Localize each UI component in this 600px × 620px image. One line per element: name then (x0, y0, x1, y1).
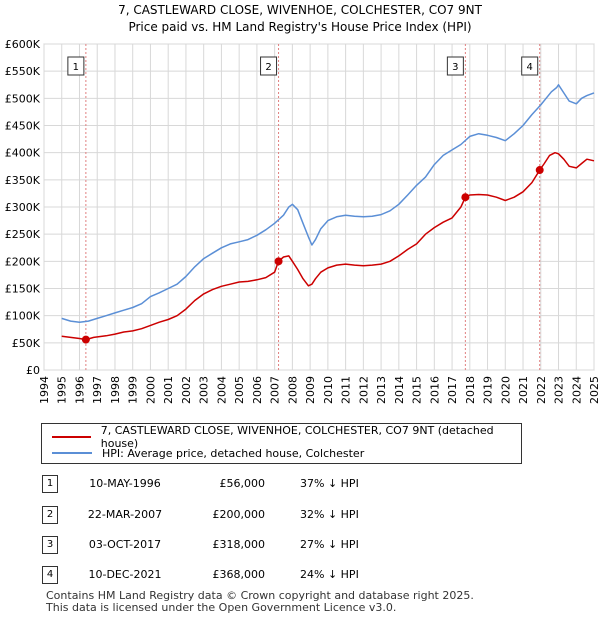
legend-swatch-property (52, 436, 91, 438)
sale-date: 10-MAY-1996 (89, 477, 161, 490)
y-tick-label: £500K (5, 92, 41, 105)
transaction-box-label: 3 (452, 62, 458, 73)
x-tick-label: 2011 (340, 376, 353, 404)
transaction-box-label: 1 (73, 62, 79, 73)
transaction-boxes: 1 2 3 4 (67, 56, 539, 76)
transaction-box (446, 56, 464, 76)
sale-number-badge: 2 (42, 506, 58, 524)
x-axis-labels: 1994 1995 1996 1997 1998 1999 2000 2001 2002 2003… (38, 376, 600, 404)
transaction-point (81, 335, 90, 344)
transaction-box-label: 4 (527, 62, 533, 73)
x-tick-label: 2020 (499, 376, 512, 404)
legend-swatch-hpi (52, 452, 92, 454)
sale-row: 2 22-MAR-2007 £200,000 32% ↓ HPI (0, 506, 600, 526)
y-tick-label: £300K (5, 201, 41, 214)
transaction-box (521, 56, 539, 76)
sale-price: £368,000 (212, 568, 266, 581)
sale-price: £200,000 (212, 508, 266, 521)
x-tick-label: 2022 (535, 376, 548, 404)
transaction-points (81, 166, 544, 344)
sale-hpi-diff: 27% ↓ HPI (300, 538, 359, 551)
sale-price: £318,000 (212, 538, 266, 551)
x-tick-label: 2015 (411, 376, 424, 404)
x-tick-label: 1999 (127, 376, 140, 404)
x-tick-label: 2023 (553, 376, 566, 404)
x-tick-label: 2025 (588, 376, 600, 404)
price-chart: £0 £50K £100K £150K £200K £250K £300K £350K £400… (5, 38, 600, 404)
x-tick-label: 1994 (38, 376, 51, 404)
sale-number-badge: 3 (42, 536, 58, 554)
legend-label-hpi: HPI: Average price, detached house, Colc… (102, 446, 365, 460)
sale-date: 22-MAR-2007 (87, 508, 163, 521)
grid-lines (43, 43, 595, 371)
sale-hpi-diff: 24% ↓ HPI (300, 568, 359, 581)
x-tick-label: 2018 (464, 376, 477, 404)
transaction-box (67, 56, 85, 76)
sale-number-badge: 1 (42, 475, 58, 493)
x-tick-label: 2008 (286, 376, 299, 404)
y-tick-label: £350K (5, 174, 41, 187)
y-tick-label: £250K (5, 228, 41, 241)
legend-label-property: 7, CASTLEWARD CLOSE, WIVENHOE, COLCHESTE… (100, 424, 494, 450)
sale-number-badge: 4 (42, 566, 58, 584)
footer-licence: This data is licensed under the Open Gov… (46, 601, 397, 614)
y-tick-label: £550K (5, 65, 41, 78)
x-tick-label: 2007 (269, 376, 282, 404)
x-tick-label: 2003 (198, 376, 211, 404)
sale-row: 4 10-DEC-2021 £368,000 24% ↓ HPI (0, 566, 600, 586)
series-lines (61, 84, 595, 341)
x-tick-label: 2014 (393, 376, 406, 404)
legend-item-property: 7, CASTLEWARD CLOSE, WIVENHOE, COLCHESTE… (52, 424, 521, 450)
transaction-box-label: 2 (265, 62, 271, 73)
x-tick-label: 2001 (162, 376, 175, 404)
x-tick-label: 1997 (91, 376, 104, 404)
sale-date: 10-DEC-2021 (88, 568, 162, 581)
x-tick-label: 2024 (570, 376, 583, 404)
x-tick-label: 2009 (304, 376, 317, 404)
x-tick-label: 2013 (375, 376, 388, 404)
y-axis-labels: £0 £50K £100K £150K £200K £250K £300K £350K £400… (5, 38, 41, 377)
sale-date: 03-OCT-2017 (88, 538, 162, 551)
footer-copyright: Contains HM Land Registry data © Crown c… (46, 589, 474, 602)
x-tick-label: 1996 (73, 376, 86, 404)
sale-row: 3 03-OCT-2017 £318,000 27% ↓ HPI (0, 536, 600, 556)
transaction-point (274, 257, 283, 266)
y-tick-label: £400K (5, 147, 41, 160)
transaction-point (535, 166, 544, 175)
x-tick-label: 2006 (251, 376, 264, 404)
sale-hpi-diff: 32% ↓ HPI (300, 508, 359, 521)
x-tick-label: 2017 (446, 376, 459, 404)
x-tick-label: 1995 (56, 376, 69, 404)
transaction-box (260, 56, 278, 76)
legend-item-hpi: HPI: Average price, detached house, Colc… (52, 445, 364, 461)
y-tick-label: £600K (5, 38, 41, 51)
y-tick-label: £100K (5, 310, 41, 323)
x-tick-label: 2000 (144, 376, 157, 404)
chart-subtitle: Price paid vs. HM Land Registry's House … (128, 20, 472, 34)
y-tick-label: £0 (26, 364, 40, 377)
x-tick-label: 2021 (517, 376, 530, 404)
x-tick-label: 2010 (322, 376, 335, 404)
sale-price: £56,000 (219, 477, 266, 490)
x-tick-label: 2016 (428, 376, 441, 404)
series-line-hpi (61, 84, 595, 323)
y-tick-label: £50K (12, 337, 41, 350)
transaction-point (461, 193, 470, 202)
sale-hpi-diff: 37% ↓ HPI (300, 477, 359, 490)
chart-title: 7, CASTLEWARD CLOSE, WIVENHOE, COLCHESTE… (118, 3, 482, 17)
x-tick-label: 2019 (482, 376, 495, 404)
y-tick-label: £450K (5, 120, 41, 133)
x-tick-label: 2012 (357, 376, 370, 404)
legend: 7, CASTLEWARD CLOSE, WIVENHOE, COLCHESTE… (41, 423, 522, 464)
sale-row: 1 10-MAY-1996 £56,000 37% ↓ HPI (0, 475, 600, 495)
y-tick-label: £150K (5, 283, 41, 296)
x-tick-label: 2002 (180, 376, 193, 404)
x-tick-label: 1998 (109, 376, 122, 404)
y-tick-label: £200K (5, 255, 41, 268)
series-line-property (61, 151, 595, 341)
x-tick-label: 2005 (233, 376, 246, 404)
x-tick-label: 2004 (215, 376, 228, 404)
